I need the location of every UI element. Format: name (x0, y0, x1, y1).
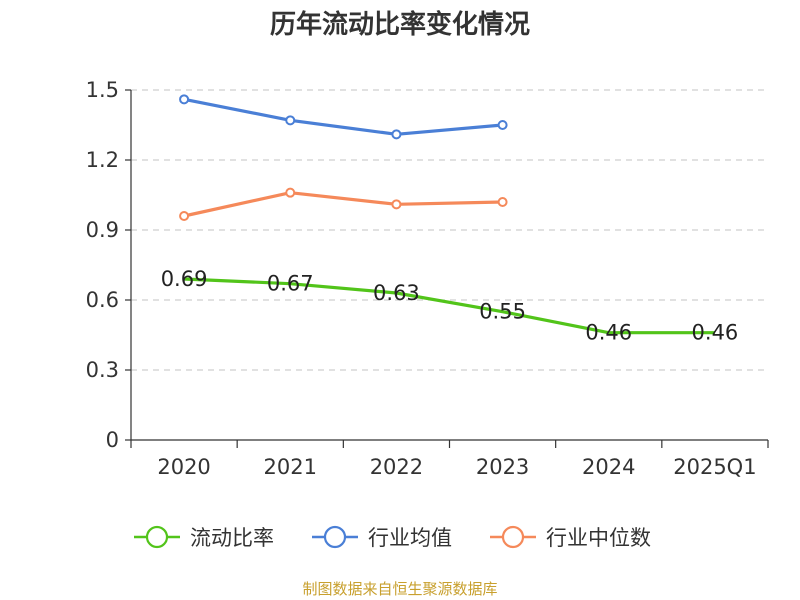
legend-item-2[interactable]: 行业中位数 (490, 525, 651, 550)
data-labels: 0.69 0.67 0.63 0.55 0.46 0.46 (161, 267, 739, 345)
data-point (497, 197, 508, 207)
x-tick-label: 2021 (264, 455, 317, 479)
series-line-0 (184, 277, 715, 335)
data-label: 0.55 (479, 300, 526, 324)
legend-label: 行业中位数 (546, 526, 651, 550)
x-tick-label: 2025Q1 (673, 455, 756, 479)
data-label: 0.46 (585, 321, 632, 345)
data-point (285, 187, 296, 198)
data-label: 0.63 (373, 281, 420, 305)
y-tick-label: 1.2 (86, 148, 119, 172)
legend-label: 行业均值 (368, 526, 452, 550)
axes: 0 0.3 0.6 0.9 1.2 1.5 2020 2021 2022 2023 2024 2025… (86, 78, 769, 479)
legend[interactable]: 流动比率 行业均值 行业中位数 (134, 525, 651, 550)
source-note: 制图数据来自恒生聚源数据库 (302, 580, 497, 598)
series-line-2 (183, 191, 503, 218)
y-tick-label: 0 (106, 428, 119, 452)
data-point (391, 129, 402, 140)
data-label: 0.69 (161, 267, 208, 291)
y-tick-label: 1.5 (86, 78, 119, 102)
data-point (179, 94, 190, 105)
data-label: 0.46 (692, 321, 739, 345)
series-lines (179, 94, 715, 335)
y-tick-label: 0.6 (86, 288, 119, 312)
y-tick-label: 0.9 (86, 218, 119, 242)
x-tick-label: 2024 (582, 455, 635, 479)
y-tick-label: 0.3 (86, 358, 119, 382)
legend-item-1[interactable]: 行业均值 (312, 525, 452, 550)
data-point (497, 120, 508, 130)
x-tick-label: 2020 (157, 455, 210, 479)
gridlines (131, 89, 768, 371)
legend-marker-icon (145, 525, 169, 549)
chart-title: 历年流动比率变化情况 (270, 9, 530, 40)
legend-label: 流动比率 (190, 526, 274, 550)
series-line-1 (183, 97, 503, 136)
x-tick-label: 2022 (370, 455, 423, 479)
data-point (285, 115, 296, 126)
legend-item-0[interactable]: 流动比率 (134, 525, 274, 550)
legend-marker-icon (501, 525, 525, 549)
data-point (391, 199, 402, 210)
data-label: 0.67 (267, 272, 314, 296)
data-point (179, 211, 190, 221)
x-tick-label: 2023 (476, 455, 529, 479)
legend-marker-icon (323, 525, 347, 549)
